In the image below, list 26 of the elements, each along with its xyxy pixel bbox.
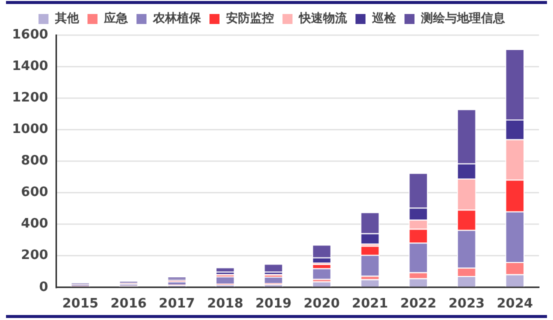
x-tick-label: 2021 xyxy=(352,296,388,312)
legend-label: 安防监控 xyxy=(226,11,274,26)
y-tick-label: 1000 xyxy=(12,122,48,138)
y-tick-label: 1600 xyxy=(12,27,48,42)
y-tick-label: 400 xyxy=(21,216,48,232)
y-tick-label: 0 xyxy=(39,280,48,295)
x-tick-label: 2018 xyxy=(207,296,244,312)
x-tick-label: 2017 xyxy=(158,296,195,312)
x-tick-label: 2024 xyxy=(496,296,533,312)
legend-label: 测绘与地理信息 xyxy=(420,11,506,26)
y-tick-label: 1200 xyxy=(12,90,48,106)
x-tick-label: 2019 xyxy=(255,296,292,312)
legend-label: 农林植保 xyxy=(152,11,202,26)
x-tick-label: 2023 xyxy=(448,296,485,312)
y-tick-label: 800 xyxy=(21,154,48,169)
y-tick-label: 200 xyxy=(21,248,48,264)
legend-label: 其他 xyxy=(54,11,80,26)
legend-label: 快速物流 xyxy=(298,11,348,26)
legend-label: 应急 xyxy=(103,11,129,26)
x-tick-label: 2022 xyxy=(400,296,436,312)
x-tick-label: 2016 xyxy=(110,296,147,312)
x-tick-label: 2015 xyxy=(62,296,98,312)
legend-label: 巡检 xyxy=(371,11,397,26)
y-tick-label: 600 xyxy=(21,185,48,200)
y-tick-label: 1400 xyxy=(12,58,48,74)
x-tick-label: 2020 xyxy=(304,296,340,312)
